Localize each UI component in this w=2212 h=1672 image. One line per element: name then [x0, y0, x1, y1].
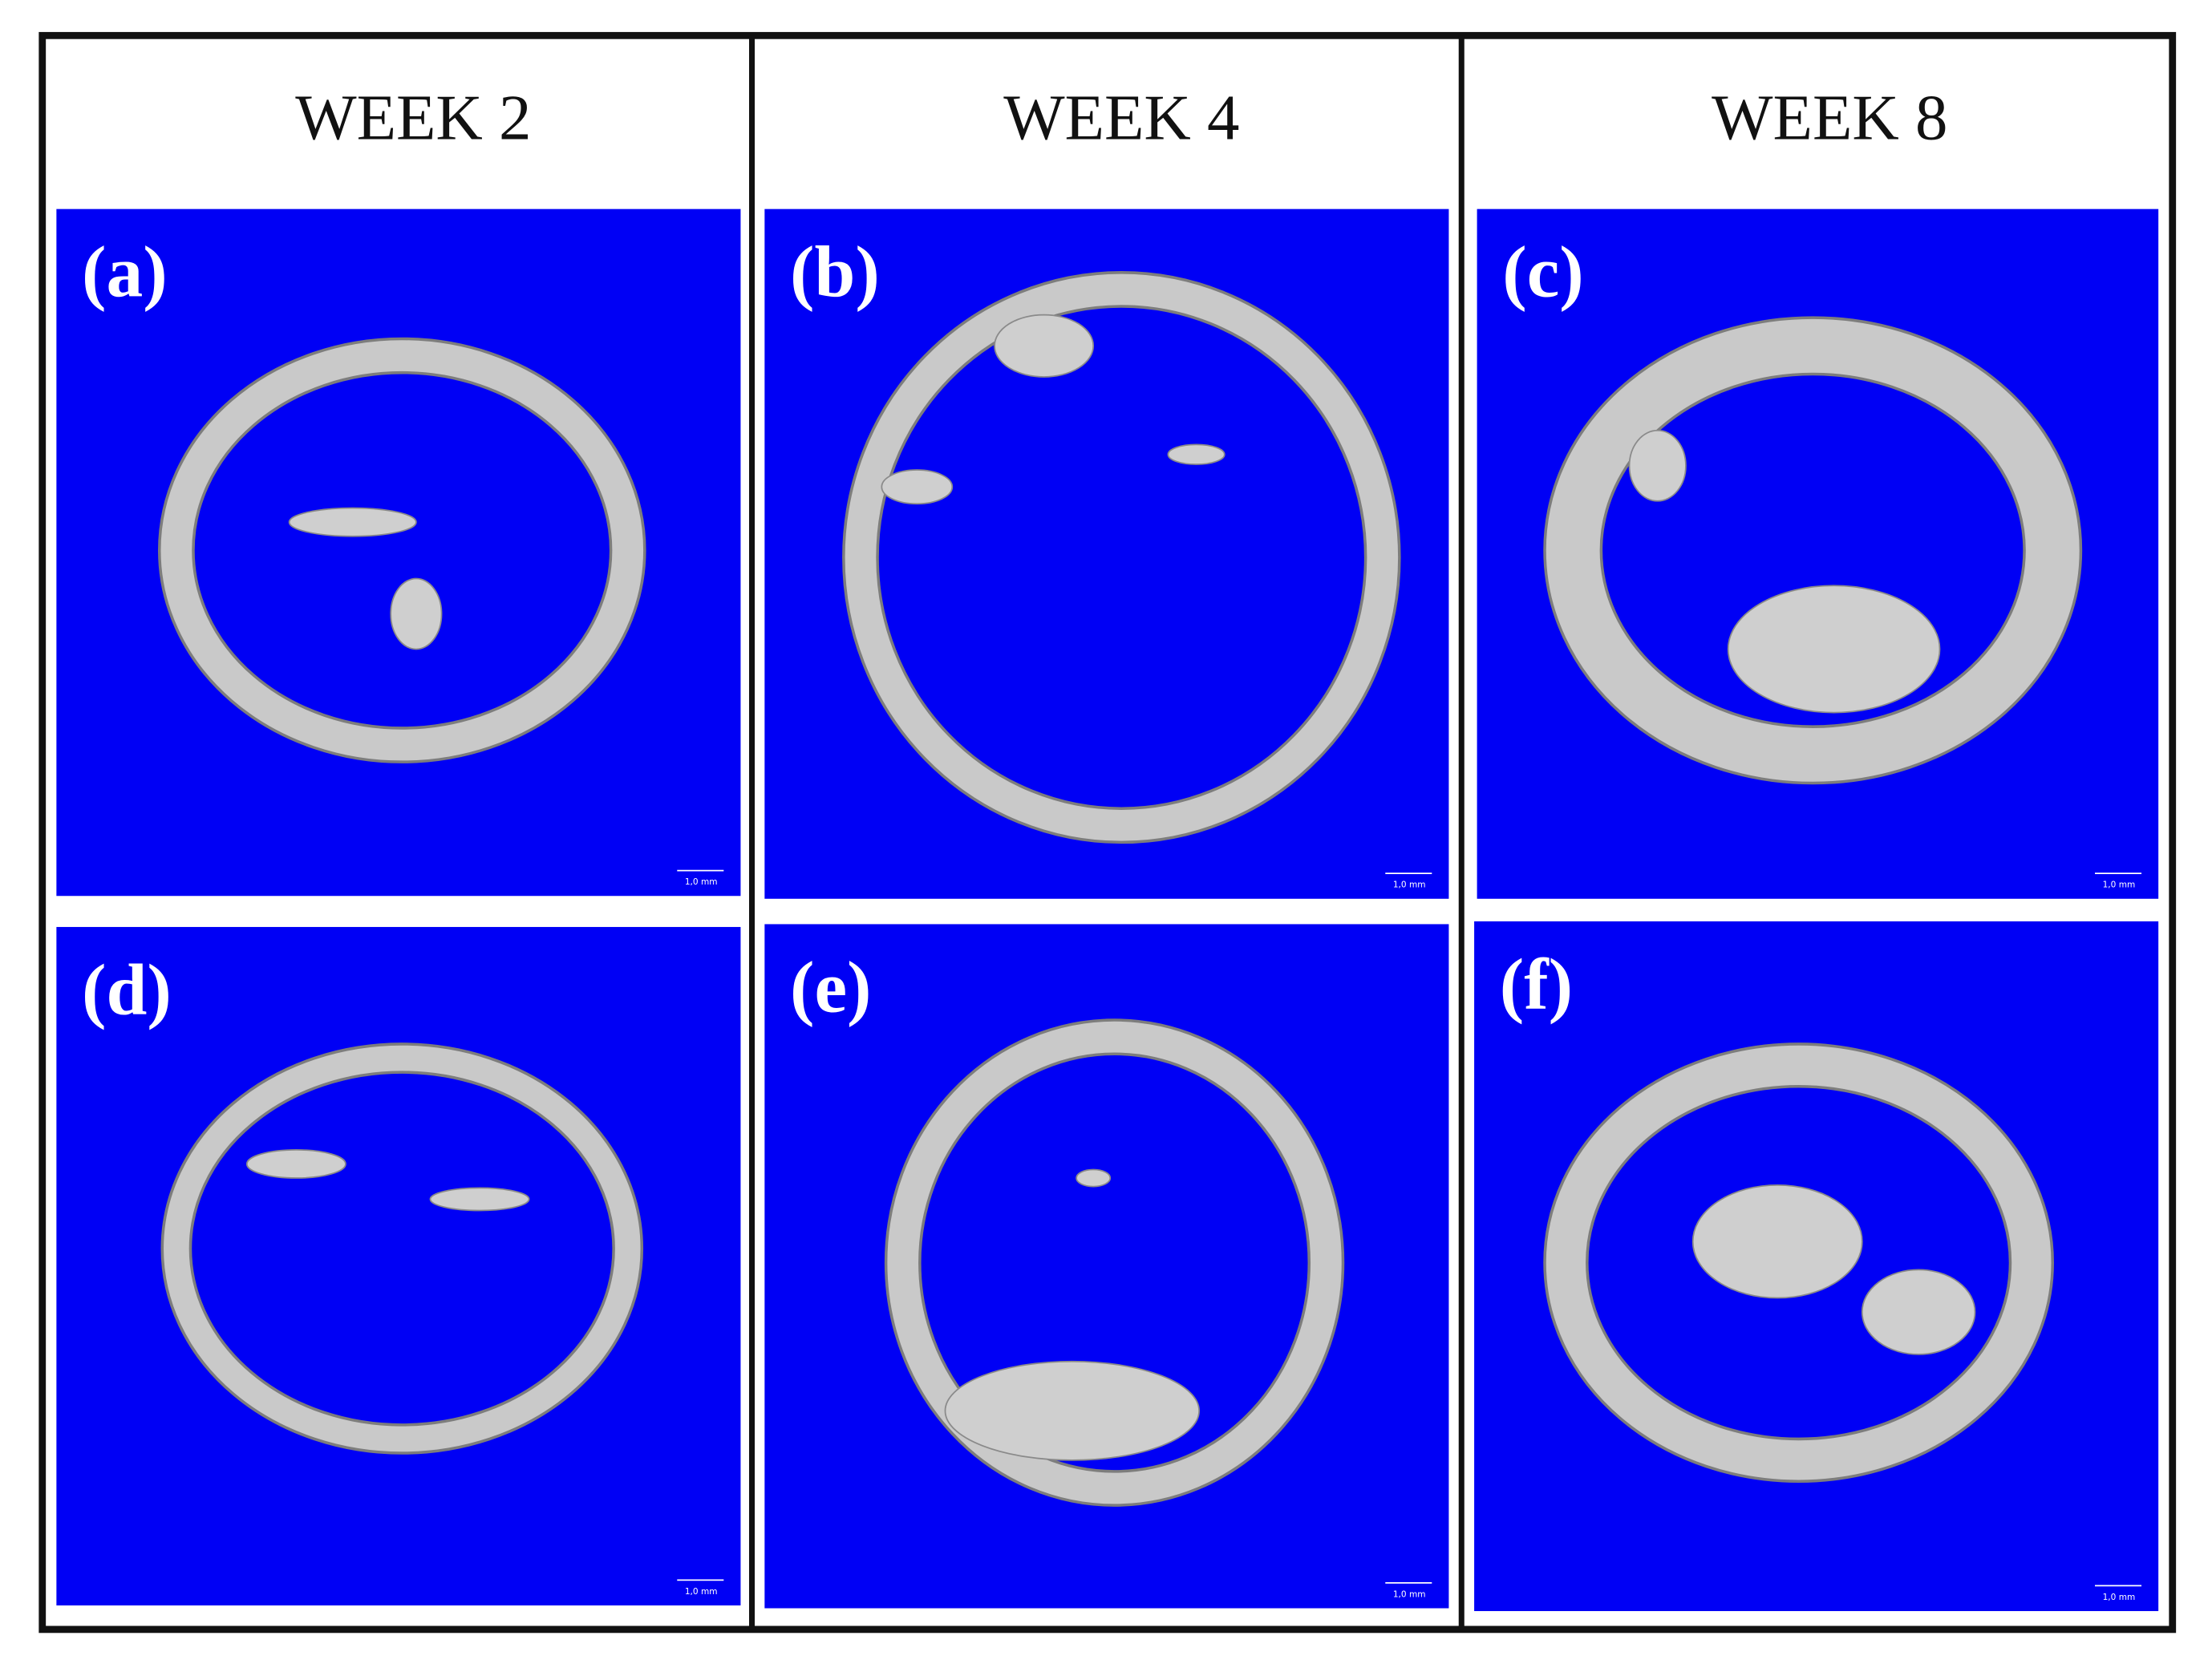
bone-fragment	[1861, 1269, 1976, 1355]
bone-fragment	[944, 1360, 1200, 1461]
column-header: WEEK 2	[295, 82, 531, 154]
panel-grid: (a) 1,0 mm (b) 1,0 mm (c) 1,0 mm (d) 1,0 mm (e) 1…	[56, 208, 2159, 1612]
panel-label: (f)	[1500, 943, 1573, 1025]
scale-label: 1,0 mm	[685, 1587, 718, 1597]
panel: (f) 1,0 mm	[1474, 921, 2159, 1612]
panel-label: (e)	[790, 945, 872, 1027]
panel: (a) 1,0 mm	[56, 208, 741, 897]
outer-border	[38, 31, 2177, 1634]
scale-label: 1,0 mm	[1393, 1589, 1426, 1599]
bone-fragment	[1727, 585, 1941, 714]
bone-fragment	[429, 1187, 530, 1212]
panel-label: (c)	[1502, 231, 1584, 313]
bone-fragment	[245, 1148, 346, 1179]
scale-label: 1,0 mm	[1393, 881, 1426, 890]
panel-label: (d)	[82, 949, 172, 1030]
bone-ring	[1546, 1045, 2052, 1480]
bone-fragment	[390, 577, 443, 650]
bone-ring	[887, 1021, 1342, 1504]
column-header: WEEK 4	[1003, 82, 1239, 154]
bone-fragment	[994, 314, 1095, 378]
bone-ring	[160, 340, 644, 761]
panel: (d) 1,0 mm	[56, 926, 741, 1605]
panel-label: (a)	[82, 231, 168, 313]
bone-ring	[1546, 318, 2080, 782]
scale-label: 1,0 mm	[685, 877, 718, 887]
bone-fragment	[1691, 1184, 1863, 1299]
scale-label: 1,0 mm	[2103, 881, 2136, 890]
scale-label: 1,0 mm	[2103, 1593, 2136, 1602]
panel-label: (b)	[790, 231, 880, 313]
bone-fragment	[1076, 1168, 1112, 1188]
bone-fragment	[288, 507, 417, 537]
panel: (c) 1,0 mm	[1477, 208, 2159, 899]
panel: (e) 1,0 mm	[764, 924, 1449, 1609]
bone-ring	[845, 273, 1399, 841]
bone-fragment	[1167, 443, 1226, 465]
panel: (b) 1,0 mm	[764, 208, 1449, 899]
bone-ring	[164, 1045, 641, 1452]
column-header: WEEK 8	[1712, 82, 1947, 154]
bone-fragment	[1628, 429, 1687, 502]
bone-fragment	[881, 469, 954, 505]
